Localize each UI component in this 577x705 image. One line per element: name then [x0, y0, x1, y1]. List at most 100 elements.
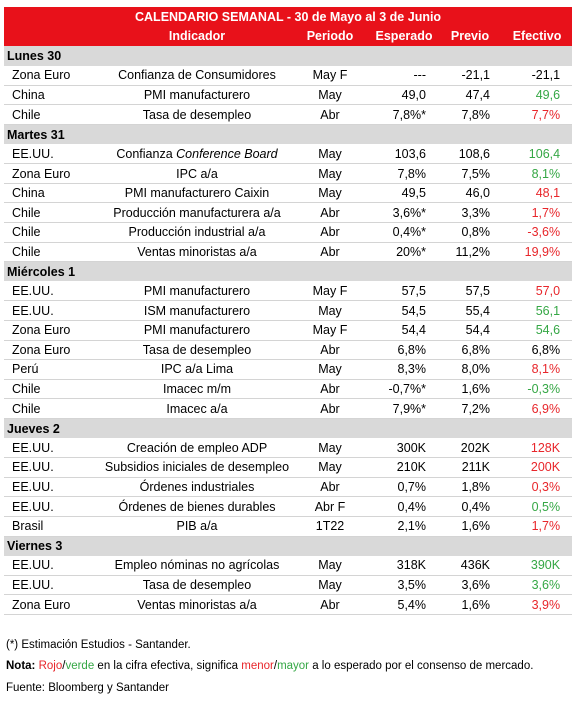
indicator: Imacec m/m	[104, 379, 290, 400]
country: Chile	[4, 398, 104, 419]
note-segment: menor	[241, 660, 274, 672]
data-row: EE.UU. Tasa de desempleo May 3,5% 3,6% 3,6%	[4, 575, 573, 596]
indicator: Confianza Conference Board	[104, 144, 290, 165]
previous: 1,8%	[438, 477, 502, 498]
country: Zona Euro	[4, 65, 104, 86]
previous: 7,2%	[438, 398, 502, 419]
period: May	[290, 85, 370, 106]
previous: 3,3%	[438, 202, 502, 224]
period: Abr	[290, 104, 370, 126]
actual: 6,9%	[502, 398, 573, 419]
data-row: EE.UU. Órdenes industriales Abr 0,7% 1,8% 0,3…	[4, 477, 573, 498]
day-label: Martes 31	[4, 124, 573, 145]
actual: 56,1	[502, 300, 573, 321]
day-row: Lunes 30	[4, 46, 573, 66]
actual: -21,1	[502, 65, 573, 86]
period: May F	[290, 281, 370, 302]
country: EE.UU.	[4, 496, 104, 517]
country: EE.UU.	[4, 281, 104, 302]
actual: 54,6	[502, 320, 573, 341]
country: EE.UU.	[4, 438, 104, 459]
column-header: Esperado	[370, 26, 438, 47]
country: Chile	[4, 222, 104, 243]
data-row: EE.UU. Creación de empleo ADP May 300K 202K 1…	[4, 438, 573, 459]
previous: 108,6	[438, 144, 502, 165]
data-row: Zona Euro Ventas minoristas a/a Abr 5,4% 1,6…	[4, 594, 573, 615]
indicator: Subsidios iniciales de desempleo	[104, 457, 290, 478]
previous: 1,6%	[438, 379, 502, 400]
period: May	[290, 457, 370, 478]
previous: 6,8%	[438, 340, 502, 361]
indicator: Órdenes industriales	[104, 477, 290, 498]
data-row: EE.UU. ISM manufacturero May 54,5 55,4 56,1	[4, 300, 573, 321]
period: Abr	[290, 594, 370, 615]
expected: 7,8%*	[370, 104, 438, 126]
country: Zona Euro	[4, 340, 104, 361]
expected: 3,5%	[370, 575, 438, 596]
estimate-note: (*) Estimación Estudios - Santander.	[6, 639, 191, 651]
expected: 210K	[370, 457, 438, 478]
expected: -0,7%*	[370, 379, 438, 400]
actual: 0,3%	[502, 477, 573, 498]
actual: 1,7%	[502, 202, 573, 224]
expected: 0,4%	[370, 496, 438, 517]
note-segment: Rojo	[35, 660, 63, 672]
previous: 0,4%	[438, 496, 502, 517]
data-row: Chile Producción industrial a/a Abr 0,4%* 0,…	[4, 222, 573, 243]
period: Abr	[290, 379, 370, 400]
country: China	[4, 85, 104, 106]
indicator: Producción industrial a/a	[104, 222, 290, 243]
previous: 436K	[438, 555, 502, 576]
day-row: Martes 31	[4, 124, 573, 145]
indicator: Producción manufacturera a/a	[104, 202, 290, 224]
country: China	[4, 183, 104, 204]
country: Zona Euro	[4, 320, 104, 341]
data-row: Zona Euro Confianza de Consumidores May F-…	[4, 65, 573, 86]
country: Zona Euro	[4, 163, 104, 184]
indicator: Confianza de Consumidores	[104, 65, 290, 86]
actual: 57,0	[502, 281, 573, 302]
expected: 54,4	[370, 320, 438, 341]
period: May	[290, 438, 370, 459]
expected: 0,4%*	[370, 222, 438, 243]
indicator: Ventas minoristas a/a	[104, 594, 290, 615]
previous: 55,4	[438, 300, 502, 321]
data-row: Chile Imacec m/m Abr -0,7%* 1,6% -0,3%	[4, 379, 573, 400]
actual: -0,3%	[502, 379, 573, 400]
period: Abr	[290, 242, 370, 263]
data-row: EE.UU. PMI manufacturero May F 57,5 57,5 57,0	[4, 281, 573, 302]
data-row: EE.UU. Órdenes de bienes durables Abr F 0,4…	[4, 496, 573, 517]
previous: 1,6%	[438, 516, 502, 537]
day-label: Miércoles 1	[4, 261, 573, 282]
country: EE.UU.	[4, 575, 104, 596]
note-segment: Nota:	[6, 660, 36, 672]
expected: ---	[370, 65, 438, 86]
indicator: PMI manufacturero	[104, 85, 290, 106]
column-header: Efectivo	[502, 26, 573, 47]
data-row: Chile Tasa de desempleo Abr 7,8%* 7,8% 7,7%	[4, 104, 573, 126]
previous: 1,6%	[438, 594, 502, 615]
country: EE.UU.	[4, 477, 104, 498]
previous: 3,6%	[438, 575, 502, 596]
data-row: EE.UU. Subsidios iniciales de desempleo Ma…	[4, 457, 573, 478]
period: May	[290, 575, 370, 596]
period: May F	[290, 65, 370, 86]
period: 1T22	[290, 516, 370, 537]
previous: 11,2%	[438, 242, 502, 263]
data-row: China PMI manufacturero May 49,0 47,4 49,6	[4, 85, 573, 106]
actual: -3,6%	[502, 222, 573, 243]
header-blank	[4, 26, 104, 47]
indicator: PMI manufacturero	[104, 320, 290, 341]
previous: 46,0	[438, 183, 502, 204]
actual: 3,9%	[502, 594, 573, 615]
period: May	[290, 555, 370, 576]
actual: 200K	[502, 457, 573, 478]
indicator: IPC a/a	[104, 163, 290, 184]
header-row: Indicador Periodo Esperado Previo Efectivo	[4, 26, 573, 47]
column-header: Periodo	[290, 26, 370, 47]
note-segment: a lo esperado por el consenso de mercado…	[309, 660, 534, 672]
indicator: Imacec a/a	[104, 398, 290, 419]
calendar-table: CALENDARIO SEMANAL - 30 de Mayo al 3 de …	[4, 7, 573, 615]
data-row: Perú IPC a/a Lima May 8,3% 8,0% 8,1%	[4, 359, 573, 380]
indicator: Ventas minoristas a/a	[104, 242, 290, 263]
